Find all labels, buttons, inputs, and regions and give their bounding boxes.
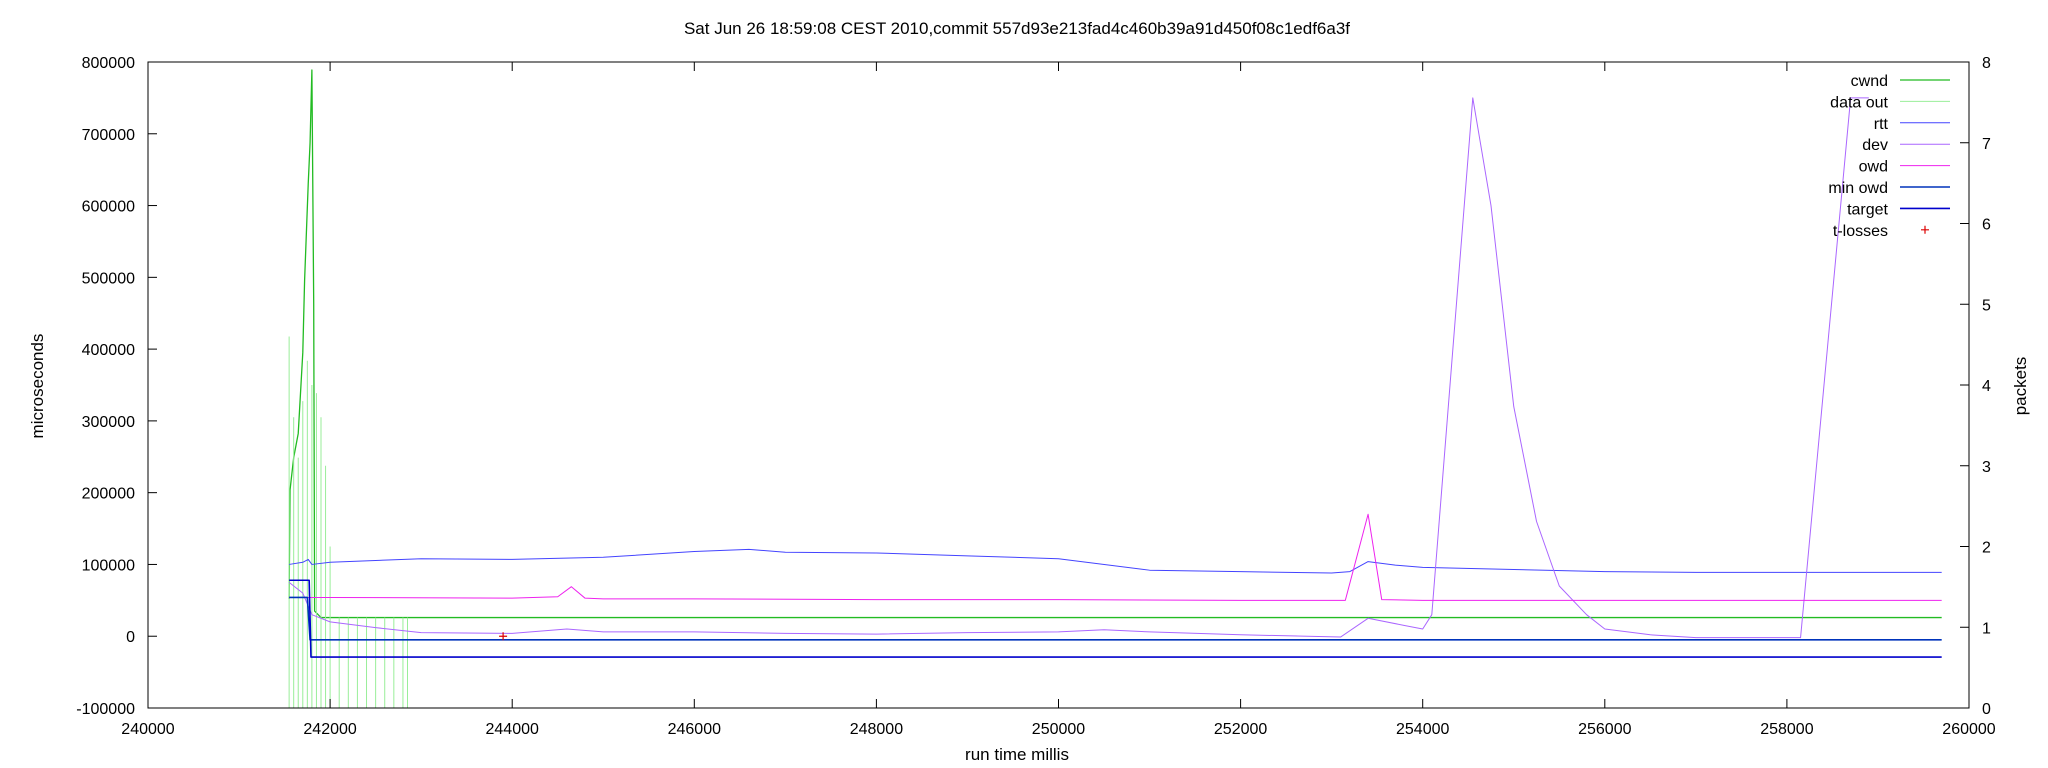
x-tick-label: 258000 bbox=[1760, 721, 1813, 738]
legend-label: data out bbox=[1830, 94, 1888, 111]
x-tick-label: 260000 bbox=[1942, 721, 1995, 738]
series-owd bbox=[289, 513, 1942, 601]
y2-tick-label: 5 bbox=[1982, 297, 1991, 314]
chart-title: Sat Jun 26 18:59:08 CEST 2010,commit 557… bbox=[684, 19, 1350, 38]
legend-label: min owd bbox=[1828, 180, 1888, 197]
y2-tick-label: 7 bbox=[1982, 136, 1991, 153]
y2-tick-label: 2 bbox=[1982, 540, 1991, 557]
series-dev bbox=[288, 97, 1869, 639]
x-tick-label: 248000 bbox=[850, 721, 903, 738]
series-data-out bbox=[288, 336, 408, 708]
x-tick-label: 240000 bbox=[121, 721, 174, 738]
legend-label: t-losses bbox=[1833, 223, 1888, 240]
plot-frame bbox=[147, 61, 1970, 709]
y-tick-label: 700000 bbox=[82, 127, 135, 144]
y2-tick-label: 4 bbox=[1982, 378, 1991, 395]
series-line bbox=[289, 513, 1942, 601]
y-tick-label: 300000 bbox=[82, 414, 135, 431]
y-tick-label: -100000 bbox=[76, 701, 135, 718]
legend-label: target bbox=[1847, 201, 1888, 218]
legend-label: dev bbox=[1862, 137, 1888, 154]
series-rtt bbox=[289, 548, 1942, 574]
x-tick-label: 244000 bbox=[486, 721, 539, 738]
series-target bbox=[289, 579, 1942, 658]
legend-marker bbox=[1921, 225, 1929, 234]
series-line bbox=[289, 579, 1942, 658]
y-tick-label: 200000 bbox=[82, 486, 135, 503]
x-axis-label: run time millis bbox=[965, 745, 1069, 764]
legend-label: rtt bbox=[1874, 116, 1889, 133]
x-tick-label: 250000 bbox=[1032, 721, 1085, 738]
x-tick-label: 246000 bbox=[668, 721, 721, 738]
plot-area bbox=[288, 69, 1942, 708]
y-tick-label: 500000 bbox=[82, 270, 135, 287]
y2-tick-label: 6 bbox=[1982, 217, 1991, 234]
y-tick-label: 600000 bbox=[82, 199, 135, 216]
y-tick-label: 100000 bbox=[82, 557, 135, 574]
y-tick-label: 400000 bbox=[82, 342, 135, 359]
legend: cwnd data out rtt dev owd min owd target t-loss… bbox=[1828, 73, 1950, 240]
legend-label: owd bbox=[1859, 159, 1888, 176]
y2-tick-label: 8 bbox=[1982, 55, 1991, 72]
y-tick-label: 0 bbox=[126, 629, 135, 646]
axes: 240000 242000 244000 246000 248000 250000 2520… bbox=[76, 55, 1996, 738]
series-line bbox=[289, 548, 1942, 574]
y2-tick-label: 3 bbox=[1982, 459, 1991, 476]
y2-tick-label: 1 bbox=[1982, 620, 1991, 637]
x-tick-label: 254000 bbox=[1396, 721, 1449, 738]
series-line bbox=[289, 596, 1942, 641]
y2-axis-label: packets bbox=[2011, 357, 2030, 416]
x-tick-label: 252000 bbox=[1214, 721, 1267, 738]
x-tick-label: 256000 bbox=[1578, 721, 1631, 738]
data-point bbox=[499, 632, 508, 641]
series-t-losses bbox=[499, 632, 508, 641]
y-axis-label: microseconds bbox=[28, 334, 47, 439]
y2-tick-label: 0 bbox=[1982, 701, 1991, 718]
y-tick-label: 800000 bbox=[82, 55, 135, 72]
legend-label: cwnd bbox=[1851, 73, 1888, 90]
series-line bbox=[288, 97, 1869, 639]
series-min-owd bbox=[289, 596, 1942, 641]
series-line bbox=[288, 69, 1942, 619]
series-cwnd bbox=[288, 69, 1942, 619]
x-tick-label: 242000 bbox=[303, 721, 356, 738]
